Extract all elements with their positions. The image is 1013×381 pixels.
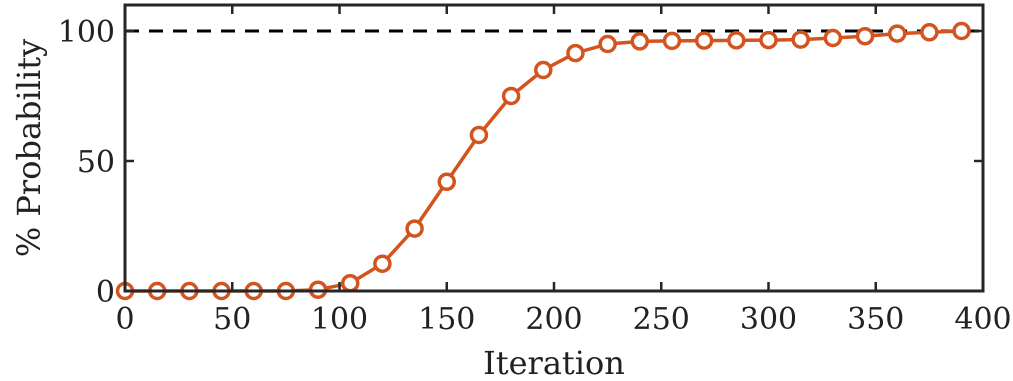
data-point bbox=[469, 125, 489, 145]
x-tick-label: 400 bbox=[954, 302, 1011, 337]
data-point bbox=[598, 34, 617, 54]
y-tick-label: 100 bbox=[58, 15, 115, 50]
y-tick-label: 0 bbox=[96, 275, 115, 310]
x-tick-label: 50 bbox=[213, 302, 251, 337]
data-point bbox=[405, 219, 424, 238]
plot-layer bbox=[115, 21, 983, 301]
data-point bbox=[662, 31, 682, 51]
data-point bbox=[823, 28, 843, 48]
x-tick-label: 150 bbox=[418, 302, 475, 337]
plot-frame bbox=[123, 3, 985, 293]
data-point bbox=[694, 31, 714, 50]
data-point bbox=[566, 43, 585, 63]
y-tick-label: 50 bbox=[77, 145, 115, 180]
data-point bbox=[855, 26, 875, 46]
x-axis-label: Iteration bbox=[483, 344, 625, 381]
tick-layer: 0 50 100 150 200 250 300 350 400 0 50 100 bbox=[58, 5, 1012, 337]
data-point bbox=[534, 60, 553, 80]
data-point bbox=[952, 21, 971, 41]
x-tick-label: 350 bbox=[847, 302, 904, 337]
data-point bbox=[630, 32, 650, 51]
data-point bbox=[373, 254, 392, 273]
x-tick-label: 0 bbox=[115, 302, 134, 337]
x-tick-label: 100 bbox=[311, 302, 368, 337]
data-point bbox=[340, 273, 360, 293]
data-point bbox=[887, 24, 907, 43]
data-point bbox=[727, 31, 746, 50]
x-tick-label: 200 bbox=[525, 302, 582, 337]
data-point bbox=[920, 23, 939, 42]
y-axis-label: % Probability bbox=[10, 39, 48, 257]
data-point bbox=[437, 172, 456, 192]
data-point bbox=[501, 86, 521, 106]
x-tick-label: 250 bbox=[633, 302, 690, 337]
data-point bbox=[791, 30, 810, 49]
data-point bbox=[759, 30, 778, 50]
x-tick-label: 300 bbox=[740, 302, 797, 337]
